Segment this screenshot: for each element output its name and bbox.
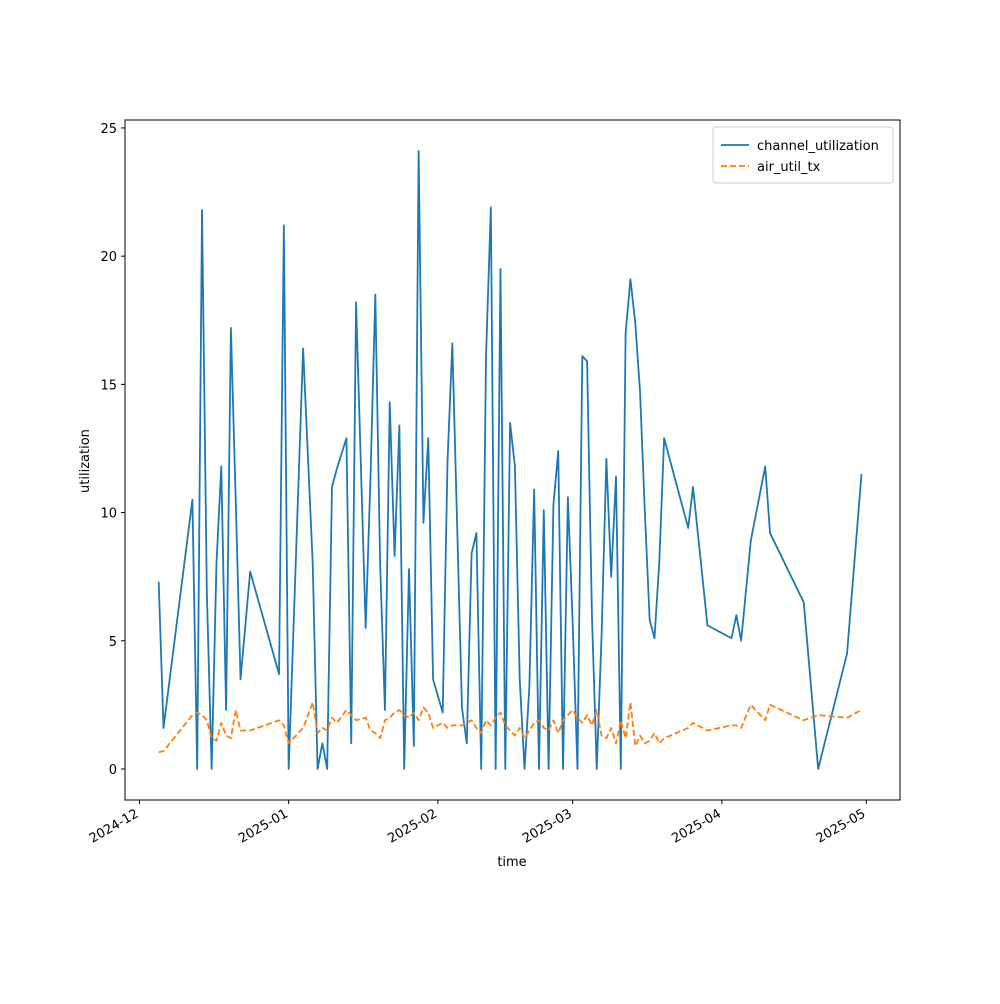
y-tick-label: 10 [100,507,117,522]
y-tick-label: 15 [100,378,117,393]
x-axis-label: time [497,855,526,870]
series-line [157,150,863,770]
y-tick-label: 5 [109,635,117,650]
y-tick-label: 20 [100,250,117,265]
y-axis-label: utilization [78,429,93,493]
legend-label: channel_utilization [757,139,879,154]
legend-label: air_util_tx [757,160,821,175]
series-line [158,701,862,754]
legend-box [712,126,894,184]
y-tick-label: 0 [109,763,117,778]
y-tick-label: 25 [100,122,117,137]
plot-frame [124,119,901,801]
